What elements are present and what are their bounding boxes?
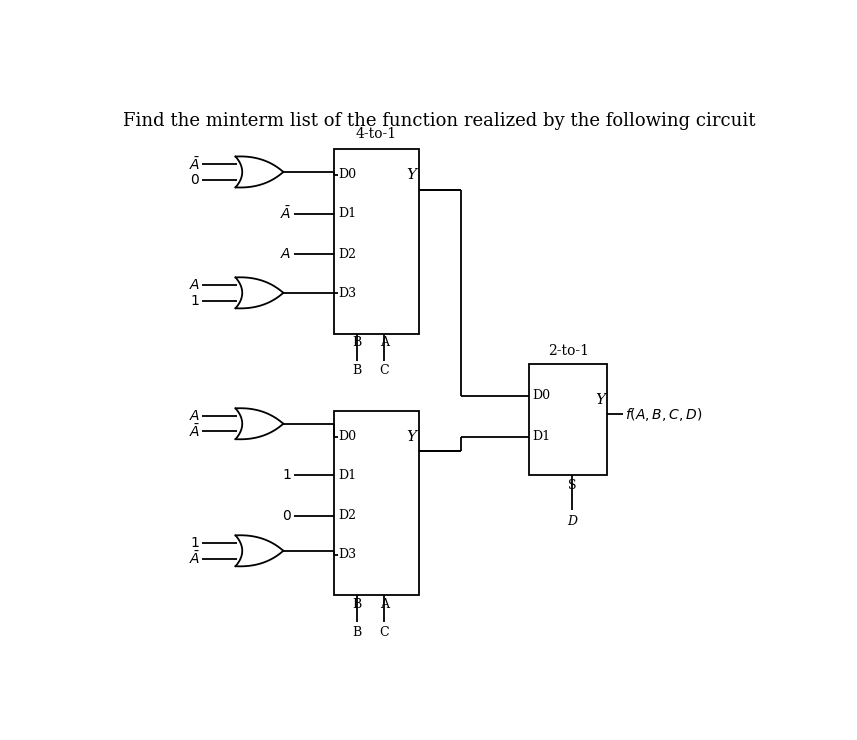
Text: D2: D2 bbox=[338, 510, 356, 522]
Text: D2: D2 bbox=[338, 248, 356, 260]
Text: $1$: $1$ bbox=[282, 468, 291, 482]
Text: Y: Y bbox=[595, 393, 605, 407]
Text: $A$: $A$ bbox=[189, 409, 200, 423]
Text: D0: D0 bbox=[338, 168, 356, 181]
Text: D: D bbox=[567, 515, 577, 528]
Text: $\bar{A}$: $\bar{A}$ bbox=[280, 205, 291, 222]
Bar bbox=[334, 149, 419, 334]
Text: B: B bbox=[352, 598, 362, 610]
Text: A: A bbox=[380, 598, 389, 610]
Text: C: C bbox=[380, 626, 389, 639]
Text: C: C bbox=[380, 365, 389, 377]
Text: B: B bbox=[352, 365, 362, 377]
Text: D0: D0 bbox=[533, 389, 551, 402]
Text: B: B bbox=[352, 626, 362, 639]
Text: $f(A, B, C, D)$: $f(A, B, C, D)$ bbox=[625, 406, 703, 423]
Text: D1: D1 bbox=[338, 207, 356, 220]
Text: D1: D1 bbox=[533, 430, 551, 443]
Text: $0$: $0$ bbox=[190, 172, 200, 186]
Text: D1: D1 bbox=[338, 469, 356, 482]
Text: A: A bbox=[380, 336, 389, 349]
Text: Y: Y bbox=[406, 430, 417, 443]
Text: $1$: $1$ bbox=[190, 536, 200, 550]
Text: D3: D3 bbox=[338, 548, 356, 562]
Text: $0$: $0$ bbox=[282, 509, 291, 523]
Text: $A$: $A$ bbox=[280, 247, 291, 261]
Text: $\bar{A}$: $\bar{A}$ bbox=[189, 423, 200, 440]
Text: S: S bbox=[568, 480, 576, 492]
Text: D0: D0 bbox=[338, 430, 356, 443]
Text: B: B bbox=[352, 336, 362, 349]
Text: $A$: $A$ bbox=[189, 278, 200, 292]
Bar bbox=[334, 411, 419, 596]
Text: D3: D3 bbox=[338, 286, 356, 300]
Text: $1$: $1$ bbox=[190, 294, 200, 308]
Text: $\bar{A}$: $\bar{A}$ bbox=[189, 550, 200, 567]
Text: $\bar{A}$: $\bar{A}$ bbox=[189, 156, 200, 172]
Text: 2-to-1: 2-to-1 bbox=[548, 344, 589, 358]
Text: Y: Y bbox=[406, 168, 417, 182]
Bar bbox=[529, 365, 608, 475]
Text: 4-to-1: 4-to-1 bbox=[356, 127, 397, 141]
Text: Find the minterm list of the function realized by the following circuit: Find the minterm list of the function re… bbox=[123, 112, 755, 130]
